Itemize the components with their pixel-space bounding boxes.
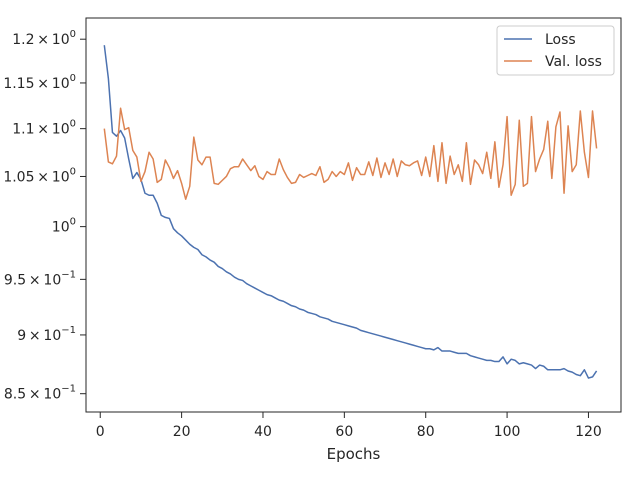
legend-label-loss: Loss (545, 32, 576, 48)
y-tick-label: 1.2 × 100 (12, 29, 76, 48)
legend: Loss Val. loss (496, 25, 615, 76)
x-tick-label: 40 (254, 424, 272, 440)
x-tick-label: 120 (575, 424, 602, 440)
x-axis-title: Epochs (327, 445, 381, 463)
x-axis: 0 20 40 60 80 100 120 (96, 412, 602, 440)
y-tick-label: 100 (52, 217, 76, 236)
y-tick-label: 9.5 × 10−1 (4, 269, 76, 288)
y-tick-label: 1.15 × 100 (3, 73, 76, 92)
x-tick-label: 20 (173, 424, 191, 440)
x-tick-label: 80 (417, 424, 435, 440)
x-tick-label: 0 (96, 424, 105, 440)
y-tick-label: 1.1 × 100 (12, 119, 76, 138)
series-layer (103, 45, 598, 379)
x-tick-label: 60 (335, 424, 353, 440)
legend-label-val-loss: Val. loss (545, 54, 602, 70)
plot-frame (85, 17, 622, 413)
y-tick-label: 1.05 × 100 (3, 166, 76, 185)
y-tick-label: 8.5 × 10−1 (4, 384, 76, 403)
y-axis: 8.5 × 10−1 9 × 10−1 9.5 × 10−1 100 1.05 × 10… (3, 29, 86, 403)
series-line-val-loss (103, 107, 598, 200)
x-tick-label: 100 (494, 424, 521, 440)
series-line-loss (103, 45, 598, 379)
y-tick-label: 9 × 10−1 (17, 325, 76, 344)
